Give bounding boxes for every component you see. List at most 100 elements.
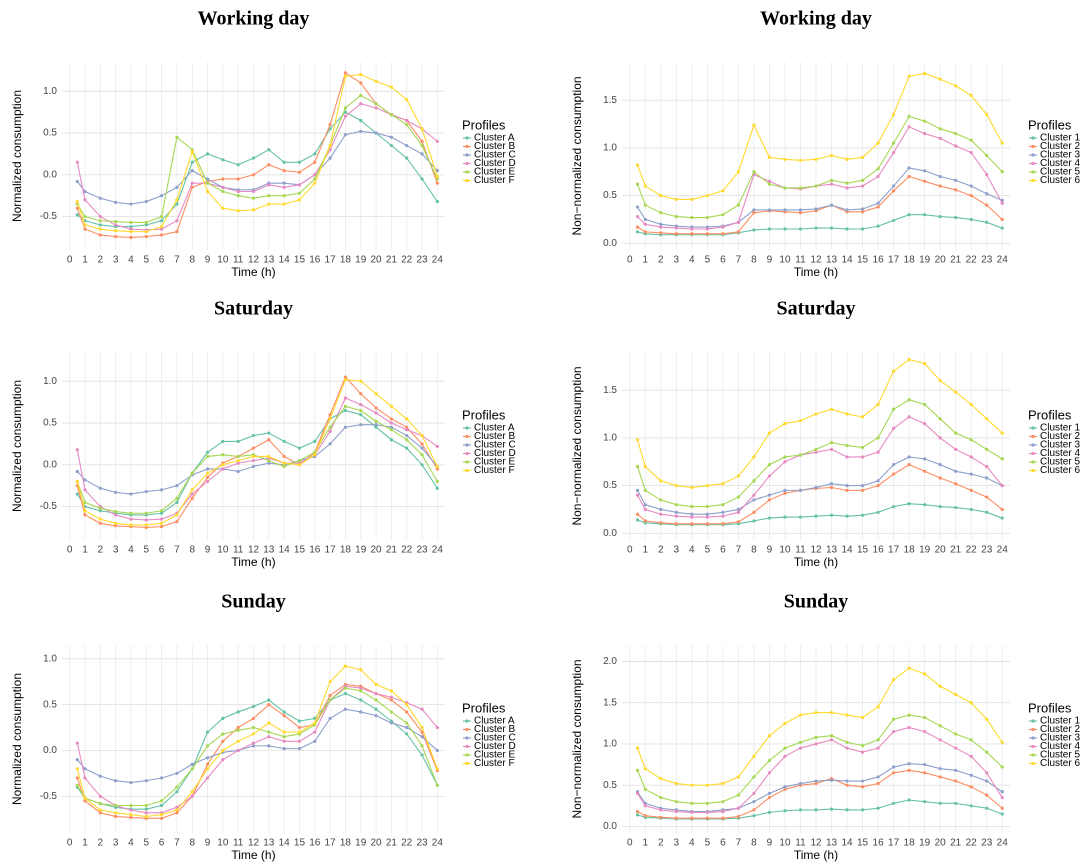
- x-tick-label: 8: [189, 545, 195, 556]
- data-point: [297, 183, 302, 187]
- data-point: [705, 783, 709, 787]
- x-tick-label: 4: [689, 545, 695, 556]
- data-point: [659, 795, 663, 800]
- data-point: [892, 717, 896, 721]
- data-point: [923, 179, 927, 183]
- data-point: [251, 732, 256, 736]
- data-point: [954, 732, 958, 736]
- data-point: [907, 768, 911, 772]
- data-point: [954, 447, 958, 451]
- x-tick-label: 17: [325, 545, 337, 556]
- y-tick-label: 1.5: [603, 385, 617, 396]
- data-point: [985, 779, 989, 783]
- data-point: [359, 72, 363, 77]
- data-point: [328, 156, 332, 160]
- data-point: [674, 214, 678, 219]
- data-point: [829, 182, 834, 186]
- legend-label: Cluster A: [474, 133, 515, 144]
- legend-swatch-point: [465, 727, 469, 732]
- data-point: [938, 724, 942, 728]
- data-point: [845, 186, 849, 190]
- data-point: [190, 471, 194, 475]
- data-point: [83, 500, 87, 504]
- legend-swatch-point: [1031, 426, 1035, 430]
- data-point: [767, 734, 772, 738]
- data-point: [767, 227, 772, 231]
- data-point: [1000, 516, 1004, 520]
- data-point: [798, 488, 803, 492]
- x-tick-label: 9: [205, 545, 211, 556]
- data-point: [705, 810, 709, 814]
- data-point: [114, 509, 118, 514]
- data-point: [389, 689, 393, 693]
- y-axis-title: Non−normalized consumption: [570, 76, 584, 235]
- data-point: [783, 785, 787, 789]
- data-point: [814, 735, 818, 739]
- x-tick-label: 22: [401, 545, 413, 556]
- legend-swatch-point: [1031, 468, 1035, 473]
- data-point: [938, 504, 942, 509]
- data-point: [98, 227, 102, 231]
- data-point: [767, 791, 772, 796]
- data-point: [159, 813, 164, 817]
- data-point: [938, 476, 942, 480]
- data-point: [938, 214, 942, 219]
- data-point: [405, 98, 409, 102]
- data-point: [829, 711, 834, 715]
- x-tick-label: 6: [720, 545, 726, 556]
- data-point: [643, 507, 647, 512]
- x-tick-label: 0: [627, 255, 633, 266]
- data-point: [267, 438, 271, 442]
- data-point: [267, 194, 271, 198]
- data-point: [783, 809, 787, 813]
- data-point: [1000, 457, 1004, 461]
- data-point: [389, 113, 393, 117]
- data-point: [359, 668, 363, 672]
- x-tick-label: 4: [128, 838, 134, 849]
- panel-title: Sunday: [784, 591, 849, 613]
- y-tick-label: 0.0: [603, 238, 617, 249]
- data-point: [251, 741, 256, 745]
- data-point: [114, 219, 118, 224]
- data-point: [643, 503, 647, 507]
- data-point: [954, 505, 958, 510]
- data-point: [297, 170, 302, 174]
- data-point: [690, 504, 694, 509]
- x-tick-label: 14: [279, 545, 291, 556]
- x-tick-label: 7: [174, 255, 180, 266]
- data-point: [297, 747, 302, 751]
- data-point: [783, 721, 787, 725]
- data-point: [954, 779, 958, 783]
- data-point: [783, 488, 787, 492]
- legend-swatch-point: [1031, 744, 1035, 749]
- data-point: [190, 767, 194, 771]
- data-point: [985, 153, 989, 158]
- x-tick-label: 9: [767, 545, 773, 556]
- legend-label: Cluster E: [474, 750, 515, 761]
- data-point: [674, 226, 678, 230]
- data-point: [1000, 765, 1004, 769]
- data-point: [251, 464, 256, 469]
- x-tick-label: 13: [826, 838, 838, 849]
- data-point: [374, 692, 378, 696]
- data-point: [144, 235, 148, 239]
- x-tick-label: 16: [309, 545, 321, 556]
- data-point: [721, 816, 725, 820]
- legend-label: Cluster 3: [1040, 440, 1080, 451]
- data-point: [129, 780, 133, 785]
- x-tick-label: 22: [966, 545, 978, 556]
- data-point: [814, 450, 818, 454]
- data-point: [159, 219, 164, 223]
- legend-swatch-point: [1031, 761, 1035, 766]
- x-tick-label: 1: [642, 838, 648, 849]
- x-tick-label: 2: [658, 545, 664, 556]
- x-tick-label: 8: [751, 838, 757, 849]
- x-tick-label: 5: [143, 255, 149, 266]
- data-point: [829, 485, 834, 490]
- data-point: [251, 208, 256, 212]
- data-point: [860, 415, 865, 419]
- data-point: [98, 219, 102, 223]
- data-point: [282, 464, 286, 469]
- data-point: [114, 803, 118, 808]
- data-point: [343, 408, 348, 413]
